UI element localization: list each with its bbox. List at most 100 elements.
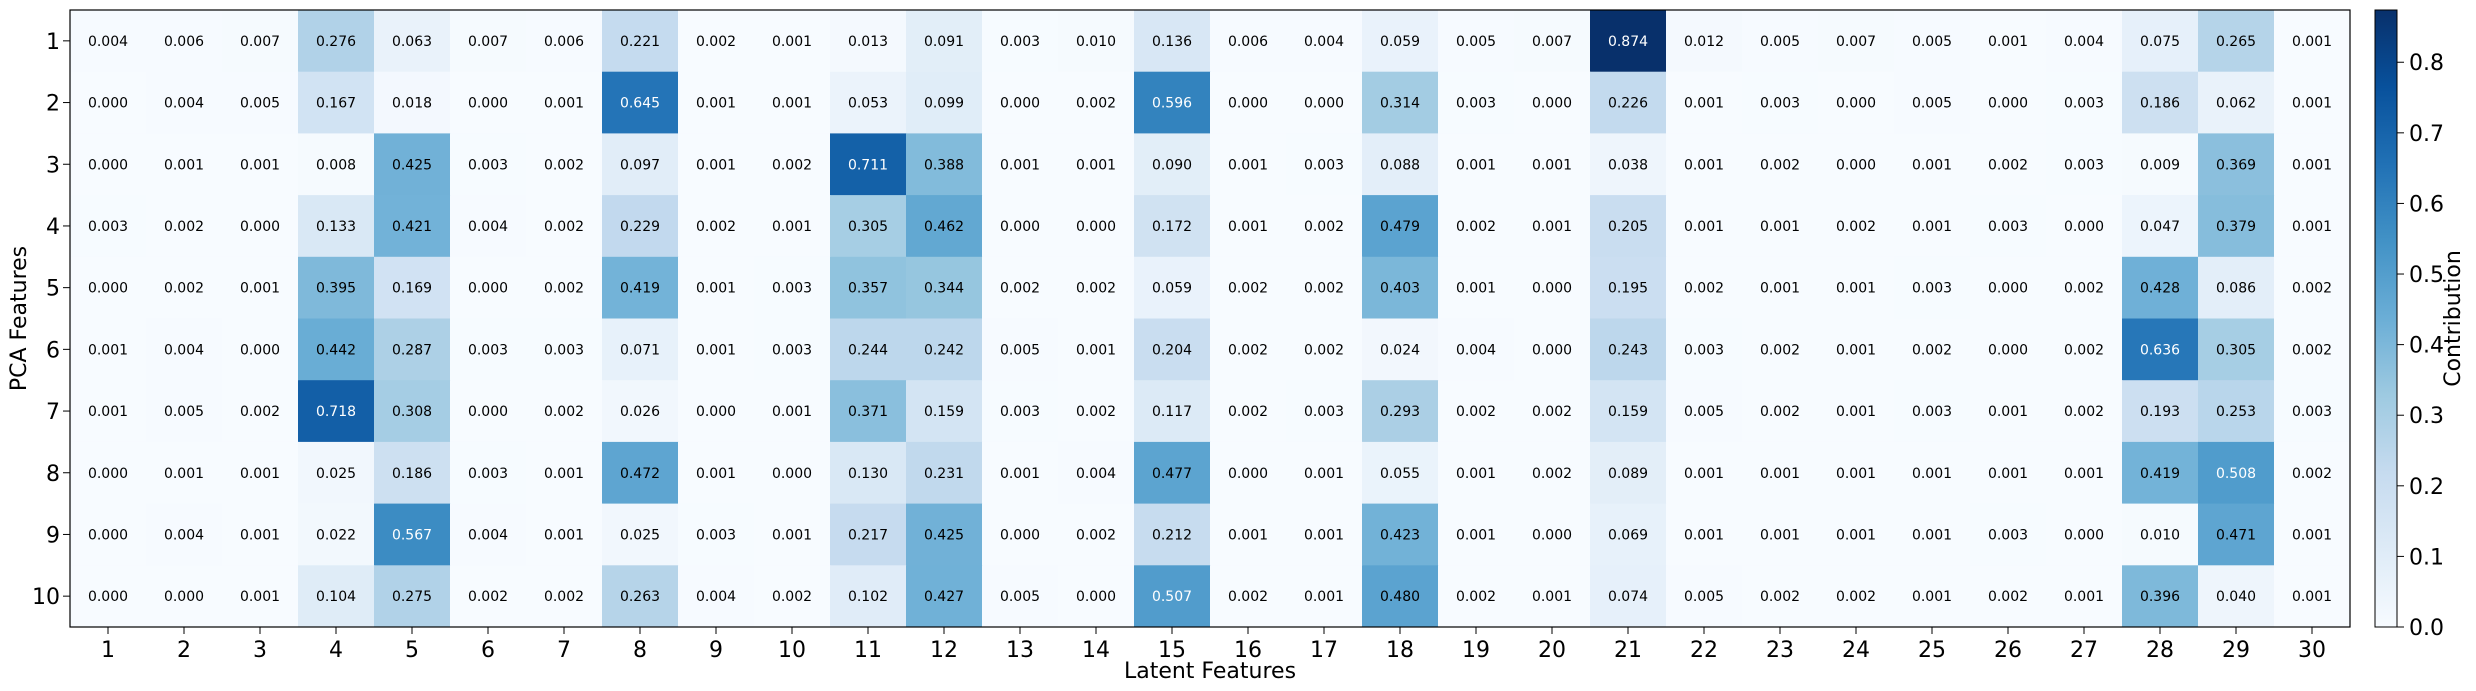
cell-value-label: 0.001 [2292, 96, 2332, 112]
heatmap-cell [754, 195, 831, 258]
heatmap-cell [146, 380, 223, 443]
cell-value-label: 0.005 [1684, 404, 1724, 420]
heatmap-cell [374, 71, 451, 134]
cell-value-label: 0.010 [1076, 34, 1116, 50]
cell-value-label: 0.000 [1304, 96, 1344, 112]
heatmap-cell [1514, 71, 1591, 134]
heatmap-cell [1742, 441, 1819, 505]
cell-value-label: 0.000 [88, 157, 128, 173]
cell-value-label: 0.231 [924, 466, 964, 482]
heatmap-cell [1666, 71, 1743, 134]
heatmap-cell [1742, 133, 1819, 196]
heatmap-cell [298, 71, 375, 134]
heatmap-cell [1818, 195, 1895, 258]
heatmap-cell [1590, 441, 1667, 505]
cell-value-label: 0.204 [1152, 342, 1192, 358]
cell-value-label: 0.003 [1000, 404, 1040, 420]
colorbar-tick-label: 0.2 [2409, 475, 2444, 500]
heatmap-cell [1590, 256, 1667, 319]
heatmap-cell [982, 256, 1059, 319]
cell-value-label: 0.419 [620, 281, 660, 297]
cell-value-label: 0.001 [1684, 96, 1724, 112]
y-tick-label: 4 [46, 215, 60, 240]
x-tick-label: 9 [709, 638, 723, 663]
cell-value-label: 0.000 [1228, 96, 1268, 112]
y-tick-label: 9 [46, 523, 60, 548]
heatmap-cell [374, 565, 451, 628]
cell-value-label: 0.025 [620, 527, 660, 543]
cell-value-label: 0.221 [620, 34, 660, 50]
cell-value-label: 0.001 [1836, 466, 1876, 482]
heatmap-cell [526, 565, 603, 628]
heatmap-cell [906, 380, 983, 443]
cell-value-label: 0.480 [1380, 589, 1420, 605]
heatmap-cell [2122, 133, 2199, 196]
heatmap-cell [1362, 195, 1439, 258]
cell-value-label: 0.001 [1304, 466, 1344, 482]
cell-value-label: 0.003 [1988, 219, 2028, 235]
cell-value-label: 0.002 [2292, 466, 2332, 482]
heatmap-cell [982, 503, 1059, 566]
heatmap-cell [2198, 133, 2275, 196]
heatmap-cell [1058, 565, 1135, 628]
heatmap-cell [1514, 441, 1591, 505]
heatmap-cell [678, 565, 755, 628]
cell-value-label: 0.099 [924, 96, 964, 112]
x-tick-label: 2 [177, 638, 191, 663]
heatmap-cell [2274, 503, 2351, 566]
heatmap-cell [1286, 256, 1363, 319]
x-axis-title: Latent Features [1124, 659, 1296, 684]
cell-value-label: 0.479 [1380, 219, 1420, 235]
colorbar-tick-label: 0.5 [2409, 263, 2444, 288]
heatmap-cell [1742, 503, 1819, 566]
heatmap-cell [222, 195, 299, 258]
cell-value-label: 0.004 [2064, 34, 2104, 50]
heatmap-cell [222, 71, 299, 134]
heatmap-cell [1134, 503, 1211, 566]
heatmap-cell [1362, 318, 1439, 381]
heatmap-cell [1058, 256, 1135, 319]
cell-value-label: 0.002 [772, 589, 812, 605]
cell-value-label: 0.205 [1608, 219, 1648, 235]
cell-value-label: 0.001 [1988, 404, 2028, 420]
cell-value-label: 0.002 [1456, 219, 1496, 235]
cell-value-label: 0.428 [2140, 281, 2180, 297]
heatmap-cell [830, 10, 907, 73]
colorbar-tick-label: 0.3 [2409, 404, 2444, 429]
colorbar-tick-label: 0.8 [2409, 51, 2444, 76]
cell-value-label: 0.136 [1152, 34, 1192, 50]
cell-value-label: 0.001 [1760, 281, 1800, 297]
x-tick-label: 27 [2070, 638, 2098, 663]
heatmap-cell [754, 10, 831, 73]
cell-value-label: 0.001 [240, 466, 280, 482]
heatmap-cell [678, 441, 755, 505]
heatmap-cell [1058, 133, 1135, 196]
heatmap-cell [906, 71, 983, 134]
cell-value-label: 0.002 [1228, 404, 1268, 420]
heatmap-cell [602, 380, 679, 443]
cell-value-label: 0.001 [1000, 157, 1040, 173]
cell-value-label: 0.089 [1608, 466, 1648, 482]
heatmap-cell [146, 503, 223, 566]
heatmap-cell [526, 195, 603, 258]
heatmap-cell [1210, 10, 1287, 73]
cell-value-label: 0.003 [544, 342, 584, 358]
heatmap-cell [754, 380, 831, 443]
x-tick-label: 5 [405, 638, 419, 663]
cell-value-label: 0.001 [772, 527, 812, 543]
heatmap-cell [1818, 71, 1895, 134]
cell-value-label: 0.001 [164, 466, 204, 482]
heatmap-cell [1818, 256, 1895, 319]
heatmap-cell [982, 10, 1059, 73]
colorbar-tick-label: 0.1 [2409, 545, 2444, 570]
cell-value-label: 0.423 [1380, 527, 1420, 543]
heatmap-cell [1362, 256, 1439, 319]
heatmap-cell [982, 318, 1059, 381]
cell-value-label: 0.012 [1684, 34, 1724, 50]
heatmap-cell [830, 441, 907, 505]
heatmap-cell [2198, 10, 2275, 73]
cell-value-label: 0.001 [2292, 219, 2332, 235]
heatmap-cell [1362, 503, 1439, 566]
cell-value-label: 0.002 [1076, 527, 1116, 543]
cell-value-label: 0.293 [1380, 404, 1420, 420]
